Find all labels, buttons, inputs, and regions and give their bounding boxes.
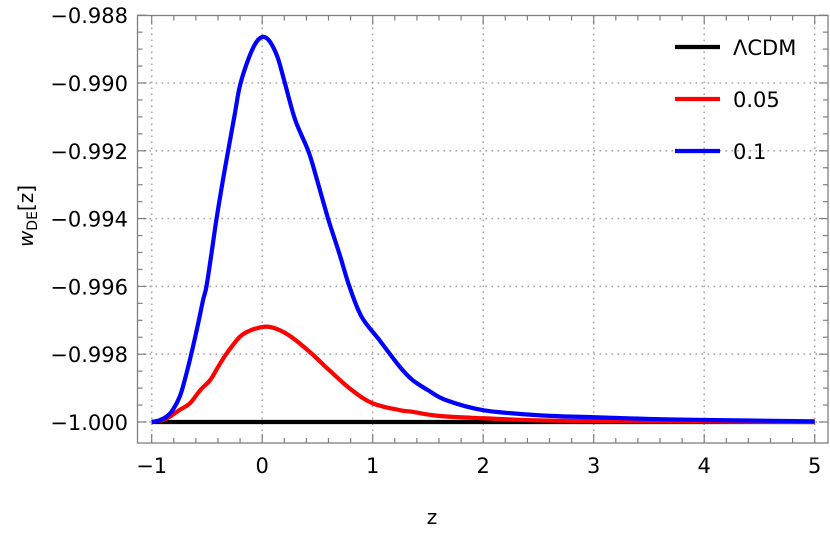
- y-axis-label-sub: DE: [25, 211, 41, 231]
- series-0.1-line: [151, 34, 815, 425]
- x-tick-label: 2: [477, 454, 490, 478]
- y-axis-tick-labels: −1.000 −0.998 −0.996 −0.994 −0.992 −0.990 −0.9…: [50, 4, 128, 435]
- x-tick-label: 0: [256, 454, 269, 478]
- x-tick-label: 4: [698, 454, 711, 478]
- x-axis-label: z: [427, 505, 438, 529]
- x-tick-label: 5: [808, 454, 821, 478]
- x-tick-label: 3: [587, 454, 600, 478]
- y-tick-label: −0.996: [50, 275, 128, 299]
- y-tick-label: −0.994: [50, 208, 128, 232]
- legend-label: 0.05: [733, 88, 780, 112]
- legend-label: 0.1: [733, 140, 766, 164]
- x-axis-tick-labels: −1 0 1 2 3 4 5: [136, 454, 821, 478]
- y-tick-label: −0.992: [50, 140, 128, 164]
- legend: ΛCDM 0.05 0.1: [675, 36, 796, 164]
- y-axis-label: wDE[z]: [14, 185, 41, 247]
- series-0.05-line: [151, 324, 815, 425]
- y-tick-label: −1.000: [50, 411, 128, 435]
- plot-series: [151, 34, 815, 425]
- legend-item: 0.05: [675, 88, 780, 112]
- legend-label: ΛCDM: [733, 36, 796, 60]
- axis-ticks: [137, 14, 828, 443]
- legend-item: ΛCDM: [675, 36, 796, 60]
- y-tick-label: −0.990: [50, 72, 128, 96]
- x-tick-label: −1: [136, 454, 167, 478]
- y-axis-label-suffix: [z]: [14, 185, 38, 211]
- y-axis-label-main: w: [14, 230, 38, 247]
- y-tick-label: −0.998: [50, 343, 128, 367]
- x-tick-label: 1: [366, 454, 379, 478]
- svg-text:wDE[z]: wDE[z]: [14, 185, 41, 247]
- y-tick-label: −0.988: [50, 4, 128, 28]
- legend-item: 0.1: [675, 140, 766, 164]
